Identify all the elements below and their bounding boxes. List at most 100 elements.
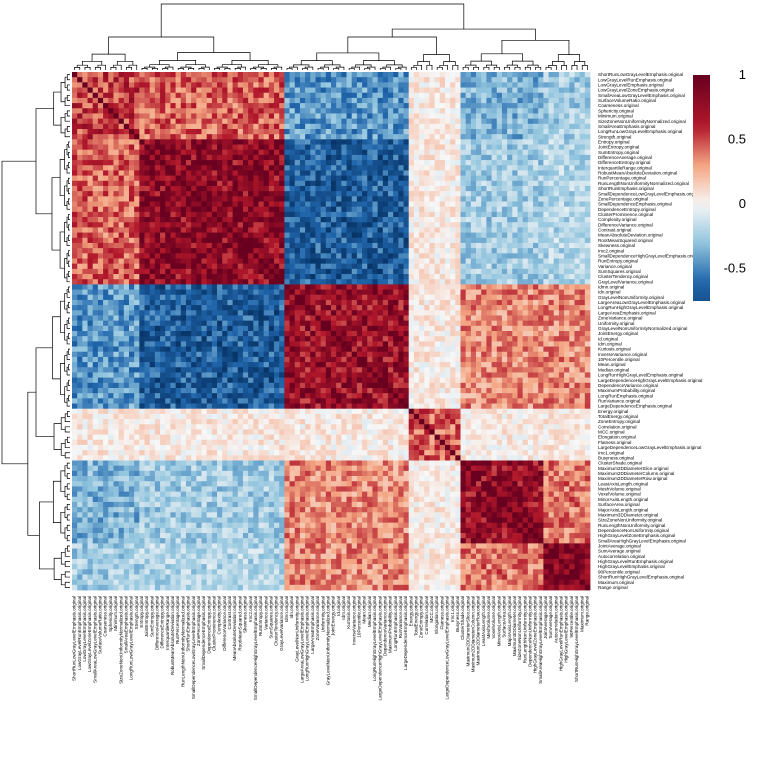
heatmap-cell (222, 77, 228, 83)
heatmap-cell (439, 315, 446, 322)
heatmap-cell (185, 185, 192, 192)
dendrogram-branch (160, 3, 465, 37)
heatmap-cell (356, 253, 363, 259)
heatmap-cell (564, 180, 570, 187)
heatmap-cell (165, 315, 171, 322)
heatmap-cell (476, 310, 482, 316)
heatmap-cell (429, 139, 435, 145)
heatmap-cell (299, 160, 306, 166)
heatmap-cell (558, 191, 565, 197)
heatmap-cell (341, 72, 347, 78)
heatmap-cell (553, 87, 560, 94)
heatmap-cell (258, 97, 265, 104)
heatmap-cell (393, 103, 399, 109)
heatmap-cell (72, 134, 78, 140)
heatmap-cell (237, 201, 244, 208)
heatmap-cell (149, 217, 156, 223)
heatmap-cell (356, 82, 363, 88)
heatmap-cell (253, 149, 259, 156)
heatmap-cell (123, 87, 130, 94)
heatmap-cell (470, 258, 477, 265)
heatmap-cell (558, 284, 565, 290)
heatmap-cell (268, 113, 275, 120)
heatmap-cell (465, 103, 472, 109)
heatmap-cell (154, 289, 161, 296)
heatmap-cell (496, 232, 503, 239)
heatmap-cell (403, 196, 410, 202)
heatmap-cell (398, 97, 404, 104)
heatmap-cell (377, 72, 384, 78)
heatmap-cell (274, 201, 280, 208)
heatmap-cell (279, 315, 285, 322)
heatmap-cell (92, 149, 99, 156)
heatmap-cell (118, 144, 125, 151)
heatmap-cell (377, 211, 384, 218)
heatmap-cell (134, 103, 140, 109)
heatmap-cell (310, 232, 316, 239)
heatmap-cell (439, 232, 446, 239)
heatmap-cell (160, 237, 166, 244)
heatmap-cell (242, 305, 249, 311)
heatmap-cell (87, 128, 94, 135)
heatmap-cell (320, 87, 327, 94)
heatmap-cell (486, 237, 492, 244)
heatmap-cell (548, 134, 555, 140)
heatmap-cell (527, 294, 534, 301)
heatmap-cell (248, 253, 254, 259)
heatmap-cell (279, 299, 285, 306)
heatmap-cell (299, 237, 306, 244)
heatmap-cell (108, 232, 114, 239)
heatmap-cell (533, 185, 539, 192)
heatmap-cell (191, 191, 197, 197)
heatmap-cell (191, 144, 197, 151)
heatmap-cell (92, 72, 99, 78)
heatmap-cell (419, 299, 425, 306)
heatmap-cell (320, 128, 327, 135)
heatmap-cell (165, 294, 171, 301)
dendrogram-branch (60, 511, 65, 534)
heatmap-cell (584, 258, 591, 265)
heatmap-cell (160, 77, 166, 83)
heatmap-cell (175, 92, 182, 99)
heatmap-cell (501, 185, 508, 192)
heatmap-cell (476, 248, 482, 254)
heatmap-cell (263, 108, 270, 114)
heatmap-cell (403, 113, 410, 120)
heatmap-cell (538, 72, 544, 78)
heatmap-cell (274, 92, 280, 99)
heatmap-cell (201, 160, 208, 166)
heatmap-cell (268, 97, 275, 104)
heatmap-cell (356, 294, 363, 301)
heatmap-cell (579, 123, 586, 130)
heatmap-cell (517, 217, 524, 223)
heatmap-cell (367, 315, 373, 322)
heatmap-cell (533, 175, 539, 182)
heatmap-cell (128, 113, 135, 120)
heatmap-cell (72, 118, 78, 125)
heatmap-cell (444, 217, 451, 223)
heatmap-cell (289, 248, 296, 254)
heatmap-cell (320, 97, 327, 104)
heatmap-cell (496, 149, 503, 156)
heatmap-cell (118, 305, 125, 311)
heatmap-cell (533, 242, 539, 249)
heatmap-cell (149, 103, 156, 109)
heatmap-cell (476, 103, 482, 109)
heatmap-cell (185, 274, 192, 280)
heatmap-cell (408, 134, 415, 140)
heatmap-cell (77, 201, 83, 208)
heatmap-cell (470, 72, 477, 78)
heatmap-cell (284, 279, 290, 285)
heatmap-cell (248, 258, 254, 265)
heatmap-cell (289, 170, 296, 176)
heatmap-cell (248, 191, 254, 197)
heatmap-cell (217, 222, 223, 228)
heatmap-cell (82, 144, 88, 151)
heatmap-cell (139, 139, 145, 145)
heatmap-cell (439, 128, 446, 135)
heatmap-cell (82, 175, 88, 182)
heatmap-cell (149, 242, 156, 249)
heatmap-cell (222, 139, 228, 145)
heatmap-cell (527, 170, 534, 176)
heatmap-cell (356, 227, 363, 233)
